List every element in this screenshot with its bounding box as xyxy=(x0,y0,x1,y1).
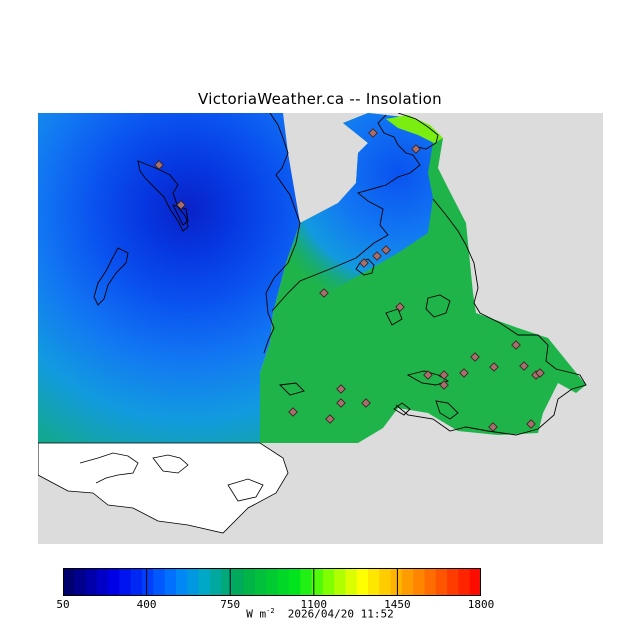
colorbar-cell xyxy=(175,568,188,596)
station-marker xyxy=(526,419,536,429)
colorbar-cell xyxy=(63,568,75,596)
colorbar-cell xyxy=(322,568,335,596)
station-marker xyxy=(359,258,369,268)
colorbar-caption: W m-2 2026/04/20 11:52 xyxy=(0,607,640,621)
insolation-colorbar xyxy=(63,568,481,596)
station-marker xyxy=(288,407,298,417)
colorbar-cell xyxy=(288,568,301,596)
colorbar-cell xyxy=(255,568,267,596)
insolation-map xyxy=(38,113,603,544)
station-marker xyxy=(535,368,545,378)
colorbar-cell xyxy=(85,568,98,596)
station-marker xyxy=(459,368,469,378)
station-marker xyxy=(361,398,371,408)
colorbar-cell xyxy=(243,568,256,596)
station-marker xyxy=(336,384,346,394)
station-marker xyxy=(519,361,529,371)
colorbar-cell xyxy=(334,568,347,596)
station-marker xyxy=(325,414,335,424)
colorbar-cell xyxy=(435,568,448,596)
insolation-field-water xyxy=(38,113,300,443)
colorbar-cell xyxy=(469,568,481,596)
colorbar-cell xyxy=(266,568,279,596)
colorbar-cell xyxy=(311,568,324,596)
insolation-field-east-blue xyxy=(286,113,433,313)
station-marker xyxy=(439,380,449,390)
colorbar-cell xyxy=(424,568,437,596)
colorbar-cell xyxy=(232,568,245,596)
colorbar-cell xyxy=(413,568,426,596)
station-marker xyxy=(488,422,498,432)
colorbar-cell xyxy=(142,568,154,596)
station-marker xyxy=(439,370,449,380)
colorbar-tick-label: 1800 xyxy=(467,598,495,611)
station-marker xyxy=(336,398,346,408)
station-marker xyxy=(395,302,405,312)
colorbar-cell xyxy=(401,568,414,596)
colorbar-cell xyxy=(187,568,200,596)
station-marker xyxy=(423,370,433,380)
colorbar-cell xyxy=(209,568,222,596)
colorbar-cell xyxy=(108,568,121,596)
coastlines xyxy=(93,113,587,436)
weather-stations xyxy=(154,128,545,432)
colorbar-cell xyxy=(130,568,143,596)
timestamp: 2026/04/20 11:52 xyxy=(287,607,394,621)
colorbar-cell xyxy=(368,568,380,596)
colorbar-cell xyxy=(390,568,403,596)
colorbar-cells xyxy=(63,568,481,596)
colorbar-tick-label: 50 xyxy=(56,598,70,611)
colorbar-cell xyxy=(458,568,471,596)
station-marker xyxy=(470,352,480,362)
colorbar-cell xyxy=(221,568,234,596)
colorbar-cell xyxy=(119,568,132,596)
colorbar-cell xyxy=(345,568,358,596)
colorbar-cell xyxy=(277,568,290,596)
station-marker xyxy=(368,128,378,138)
colorbar-cell xyxy=(96,568,109,596)
station-marker xyxy=(511,340,521,350)
unmodelled-land xyxy=(38,442,289,534)
units-label: W m xyxy=(246,607,267,621)
colorbar-tick-label: 400 xyxy=(136,598,157,611)
colorbar-tick-label: 750 xyxy=(220,598,241,611)
station-marker xyxy=(176,200,186,210)
map-title: VictoriaWeather.ca -- Insolation xyxy=(198,90,442,108)
station-marker xyxy=(411,144,421,154)
station-marker xyxy=(381,245,391,255)
colorbar-cell xyxy=(356,568,369,596)
insolation-high-patch xyxy=(386,115,443,143)
station-marker xyxy=(372,251,382,261)
colorbar-cell xyxy=(153,568,166,596)
colorbar-tick-marks xyxy=(146,568,398,596)
colorbar-cell xyxy=(447,568,460,596)
colorbar-cell xyxy=(198,568,211,596)
colorbar-cell xyxy=(300,568,313,596)
insolation-field-east xyxy=(260,113,586,443)
colorbar-tick-label: 1100 xyxy=(300,598,328,611)
colorbar-cell xyxy=(164,568,177,596)
colorbar-cell xyxy=(379,568,392,596)
colorbar-cell xyxy=(74,568,87,596)
station-marker xyxy=(489,362,499,372)
station-marker xyxy=(154,160,164,170)
units-exponent: -2 xyxy=(266,607,275,615)
colorbar-tick-label: 1450 xyxy=(384,598,411,611)
station-marker xyxy=(319,288,329,298)
